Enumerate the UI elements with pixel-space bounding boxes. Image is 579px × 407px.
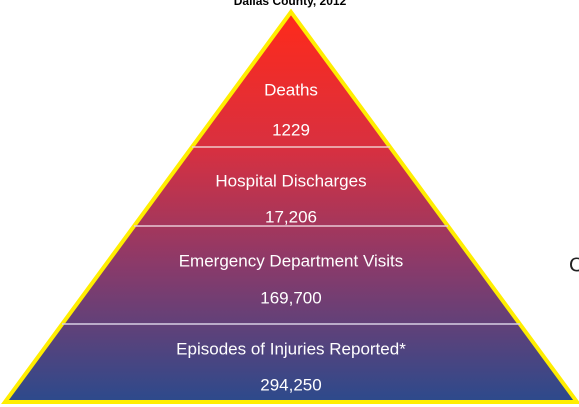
level-value: 294,250 bbox=[260, 375, 321, 394]
level-label: Deaths bbox=[264, 80, 318, 99]
level-label: Hospital Discharges bbox=[215, 171, 366, 190]
level-value: 169,700 bbox=[260, 288, 321, 307]
level-value: 17,206 bbox=[265, 207, 317, 226]
level-label: Episodes of Injuries Reported* bbox=[176, 339, 406, 358]
level-value: 1229 bbox=[272, 120, 310, 139]
side-text: C bbox=[569, 254, 579, 276]
title: Dallas County, 2012 bbox=[234, 0, 347, 8]
pyramid bbox=[1, 8, 579, 404]
level-label: Emergency Department Visits bbox=[179, 251, 404, 270]
